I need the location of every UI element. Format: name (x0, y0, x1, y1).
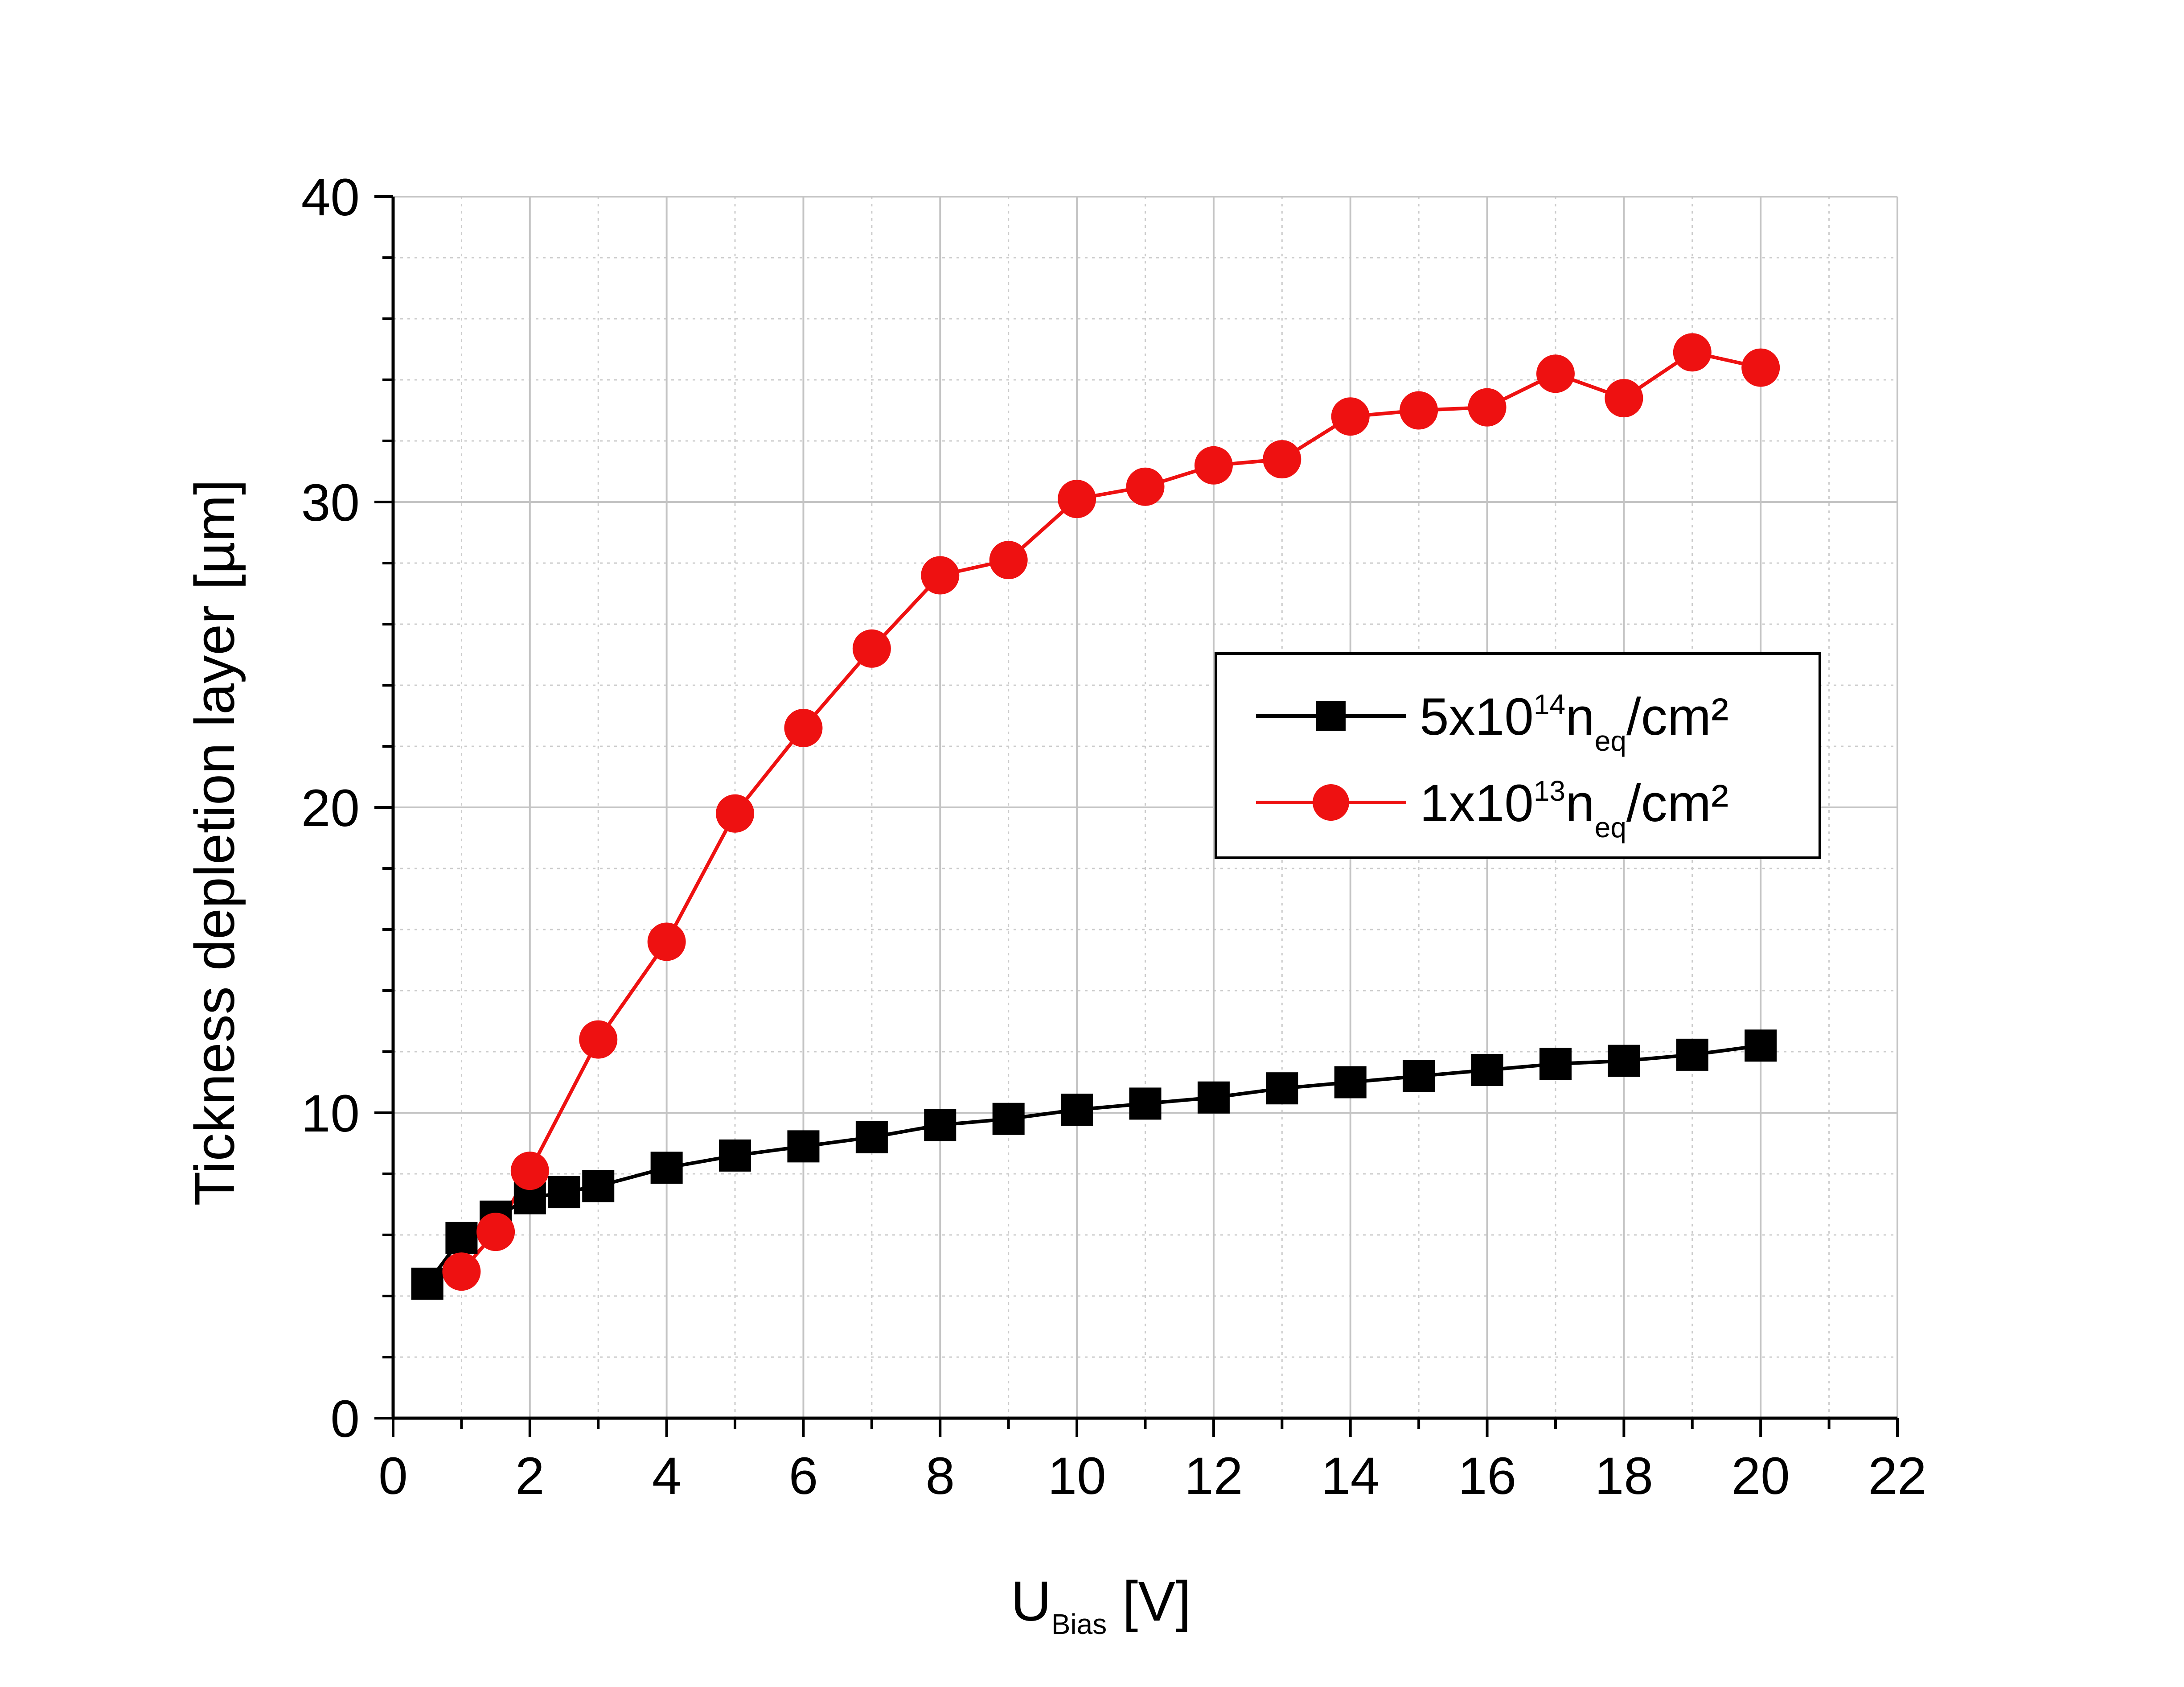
x-tick-label: 8 (925, 1447, 955, 1506)
data-point-series-1 (992, 1103, 1025, 1135)
x-tick-label: 16 (1458, 1447, 1516, 1506)
legend-item-series-2: 1x1013neq/cm² (1256, 774, 1728, 844)
data-point-series-2 (1605, 379, 1643, 418)
data-point-series-2 (852, 629, 891, 668)
data-point-series-2 (1536, 354, 1575, 393)
data-point-series-1 (1608, 1045, 1640, 1077)
data-point-series-1 (411, 1267, 443, 1300)
legend-label-series-2: 1x1013neq/cm² (1420, 774, 1728, 844)
data-point-series-2 (579, 1020, 618, 1059)
x-tick-label: 12 (1184, 1447, 1243, 1506)
legend: 5x1014neq/cm² 1x1013neq/cm² (1215, 652, 1821, 859)
data-point-series-1 (1676, 1038, 1708, 1071)
x-axis-title-main: U (1011, 1570, 1051, 1633)
data-point-series-2 (1263, 440, 1301, 479)
data-point-series-2 (1400, 391, 1438, 430)
data-point-series-1 (1471, 1054, 1503, 1086)
y-tick-label: 0 (330, 1390, 360, 1448)
data-point-series-1 (719, 1139, 751, 1172)
legend-label-series-1: 5x1014neq/cm² (1420, 687, 1728, 757)
data-point-series-2 (1468, 388, 1507, 427)
data-point-series-2 (989, 541, 1028, 580)
data-point-series-1 (1197, 1081, 1230, 1114)
x-tick-label: 10 (1047, 1447, 1106, 1506)
x-tick-label: 6 (789, 1447, 818, 1506)
x-tick-label: 22 (1868, 1447, 1926, 1506)
y-tick-label: 10 (301, 1084, 360, 1143)
x-axis-title: UBias [V] (1011, 1570, 1191, 1640)
legend-box (1215, 652, 1821, 859)
legend-marker-circle (1313, 784, 1349, 821)
data-point-series-2 (1126, 467, 1165, 506)
data-point-series-1 (445, 1222, 478, 1254)
series-markers (411, 333, 1780, 1300)
data-point-series-2 (1194, 446, 1233, 485)
data-point-series-1 (855, 1121, 888, 1153)
data-point-series-2 (476, 1213, 515, 1251)
legend-item-series-1: 5x1014neq/cm² (1256, 687, 1728, 757)
x-tick-label: 20 (1732, 1447, 1790, 1506)
data-point-series-2 (716, 794, 755, 833)
data-point-series-2 (510, 1152, 549, 1190)
x-tick-label: 14 (1321, 1447, 1379, 1506)
y-tick-label: 40 (301, 168, 360, 227)
data-point-series-2 (1673, 333, 1712, 372)
data-point-series-1 (650, 1152, 683, 1184)
data-point-series-2 (442, 1252, 481, 1291)
y-tick-label: 30 (301, 473, 360, 532)
data-point-series-2 (1741, 348, 1780, 387)
x-tick-label: 18 (1595, 1447, 1653, 1506)
data-point-series-1 (548, 1176, 580, 1209)
y-axis-title: Tickness depletion layer [µm] (183, 479, 246, 1206)
x-tick-label: 0 (378, 1447, 408, 1506)
data-point-series-1 (1745, 1029, 1777, 1062)
data-point-series-1 (1334, 1066, 1367, 1099)
data-point-series-2 (1331, 397, 1370, 436)
data-point-series-1 (1129, 1087, 1162, 1120)
data-point-series-2 (647, 922, 686, 961)
data-point-series-2 (784, 708, 823, 747)
x-axis-title-subscript: Bias (1051, 1608, 1107, 1640)
data-point-series-1 (582, 1170, 615, 1202)
y-tick-label: 20 (301, 779, 360, 838)
axes (374, 195, 1899, 1437)
data-point-series-1 (1061, 1094, 1093, 1126)
data-point-series-2 (921, 556, 960, 595)
x-tick-label: 4 (652, 1447, 681, 1506)
data-point-series-1 (924, 1109, 957, 1141)
data-point-series-2 (1058, 480, 1096, 518)
data-point-series-1 (787, 1130, 820, 1163)
data-point-series-1 (1266, 1072, 1298, 1105)
tick-labels: 0 2 4 6 8 10 12 14 16 18 20 22 0 10 20 30 40 (301, 168, 1927, 1506)
legend-marker-square (1316, 701, 1346, 731)
data-point-series-1 (1403, 1060, 1435, 1092)
x-axis-title-suffix: [V] (1107, 1570, 1191, 1633)
x-tick-label: 2 (515, 1447, 545, 1506)
data-point-series-1 (1539, 1048, 1572, 1080)
